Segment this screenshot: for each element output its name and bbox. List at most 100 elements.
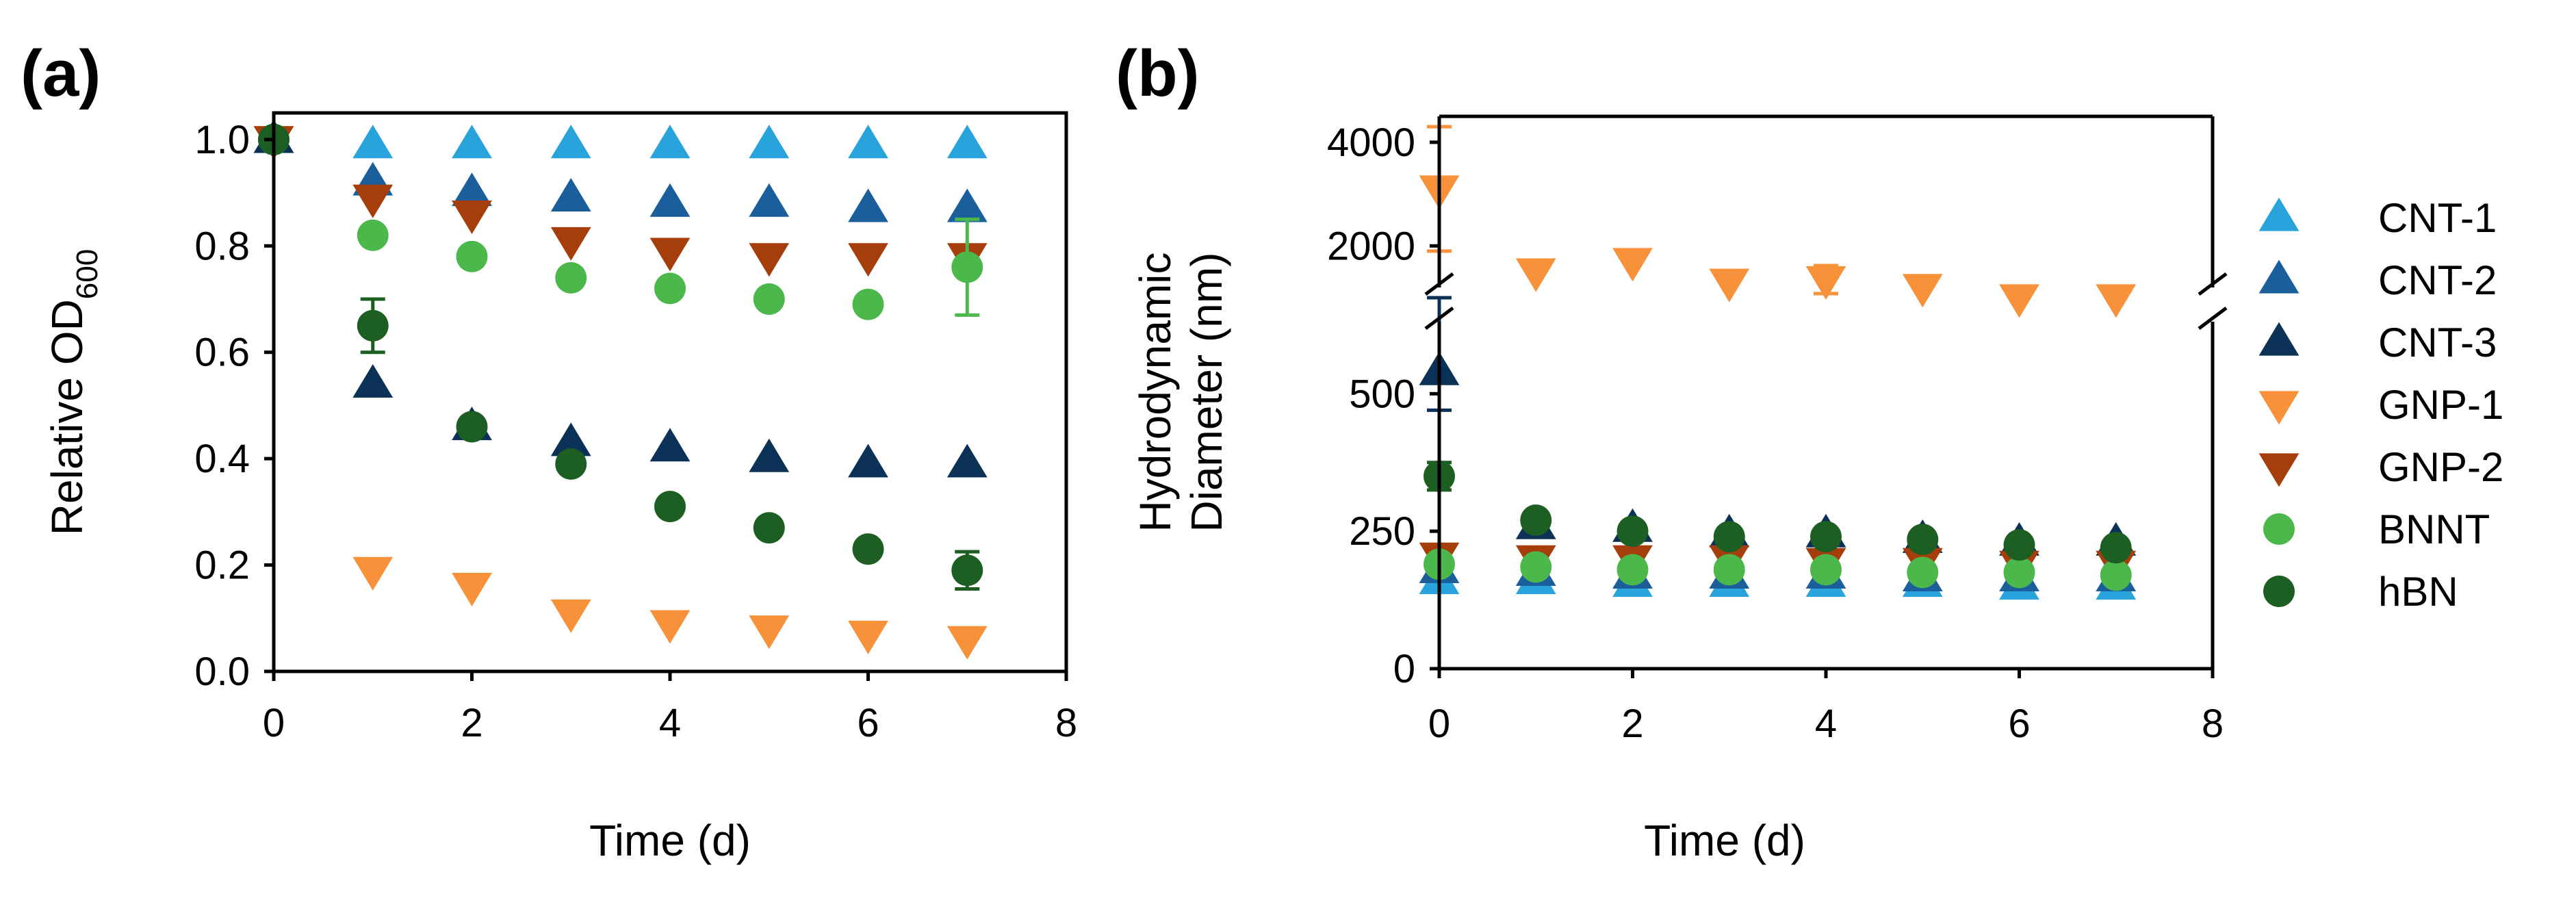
a-gnp-2-point-5 bbox=[749, 243, 790, 277]
b-x-tick-label-8: 8 bbox=[2202, 702, 2224, 746]
legend-label-gnp-1: GNP-1 bbox=[2378, 382, 2503, 428]
panel-b: (b) 0 2 4 6 8 0 250 500 2000 4000 Time (d) Hydro… bbox=[1116, 37, 2503, 865]
a-cnt-1-point-4 bbox=[649, 125, 691, 159]
a-x-tick-label-2: 2 bbox=[461, 701, 482, 745]
legend-item-gnp-2: GNP-2 bbox=[2258, 444, 2503, 490]
a-gnp-2-point-2 bbox=[452, 201, 492, 235]
a-cnt-3-point-3 bbox=[550, 422, 591, 457]
legend-marker-hbn bbox=[2263, 576, 2295, 607]
b-bnnt-point-1 bbox=[1520, 551, 1552, 583]
a-y-tick-label-1.0: 1.0 bbox=[194, 118, 250, 162]
b-axis-break-right-2 bbox=[2198, 307, 2228, 330]
b-y-tick-label-0: 0 bbox=[1393, 647, 1415, 691]
b-gnp-1-point-6 bbox=[1999, 284, 2039, 318]
b-bnnt-point-5 bbox=[1907, 556, 1939, 589]
panel-a-y-ticks: 0.0 0.2 0.4 0.6 0.8 1.0 bbox=[194, 118, 274, 694]
b-bnnt-point-6 bbox=[2003, 556, 2035, 589]
legend-item-cnt-2: CNT-2 bbox=[2258, 257, 2497, 303]
a-cnt-1-point-5 bbox=[749, 125, 790, 159]
b-hbn-point-7 bbox=[2100, 532, 2132, 564]
b-axis-break-right-1 bbox=[2198, 272, 2228, 296]
panel-a-y-axis-title: Relative OD600 bbox=[42, 249, 104, 535]
legend-item-cnt-3: CNT-3 bbox=[2258, 320, 2497, 365]
b-axis-break-left-1 bbox=[1424, 272, 1454, 296]
legend-marker-cnt-1 bbox=[2258, 197, 2300, 231]
b-gnp-1-point-5 bbox=[1902, 274, 1943, 308]
a-x-tick-label-0: 0 bbox=[263, 701, 285, 745]
a-cnt-3-point-5 bbox=[749, 438, 790, 472]
a-gnp-1-point-2 bbox=[452, 573, 492, 607]
a-y-tick-label-0.2: 0.2 bbox=[194, 543, 250, 588]
panel-a-marks bbox=[253, 119, 988, 660]
a-hbn-point-3 bbox=[555, 448, 587, 480]
b-hbn-point-3 bbox=[1713, 521, 1745, 553]
a-bnnt-point-3 bbox=[555, 261, 587, 294]
b-gnp-1-point-4 bbox=[1805, 266, 1846, 300]
legend-label-cnt-3: CNT-3 bbox=[2378, 320, 2497, 365]
legend-item-hbn: hBN bbox=[2263, 569, 2458, 615]
legend-marker-gnp-1 bbox=[2258, 391, 2300, 425]
b-axis-break-left-2 bbox=[1424, 307, 1454, 330]
b-x-tick-label-4: 4 bbox=[1815, 702, 1837, 746]
a-hbn-point-5 bbox=[753, 512, 785, 544]
a-y-tick-label-0.4: 0.4 bbox=[194, 437, 250, 481]
legend-label-gnp-2: GNP-2 bbox=[2378, 444, 2503, 490]
panel-b-label: (b) bbox=[1116, 37, 1200, 110]
b-hbn-point-1 bbox=[1520, 504, 1552, 537]
a-cnt-2-point-3 bbox=[550, 177, 591, 211]
a-y-tick-label-0.8: 0.8 bbox=[194, 224, 250, 268]
legend-item-bnnt: BNNT bbox=[2263, 506, 2490, 552]
b-bnnt-point-3 bbox=[1713, 554, 1745, 586]
a-hbn-point-7 bbox=[951, 554, 983, 587]
panel-b-marks bbox=[1419, 125, 2137, 600]
legend-label-bnnt: BNNT bbox=[2378, 506, 2490, 552]
b-hbn-point-5 bbox=[1907, 524, 1939, 556]
panel-b-plot-frame bbox=[1424, 114, 2228, 671]
a-cnt-3-point-6 bbox=[848, 443, 888, 478]
a-cnt-1-point-3 bbox=[550, 125, 591, 159]
b-gnp-1-point-2 bbox=[1612, 248, 1653, 282]
a-hbn-point-2 bbox=[456, 411, 488, 443]
legend-marker-gnp-2 bbox=[2258, 453, 2300, 487]
a-gnp-1-point-5 bbox=[749, 615, 790, 650]
a-gnp-1-point-4 bbox=[649, 610, 691, 644]
a-bnnt-point-2 bbox=[456, 240, 488, 272]
panel-a-label: (a) bbox=[21, 37, 101, 110]
b-y-tick-label-2000: 2000 bbox=[1327, 224, 1415, 268]
panel-b-y-ticks: 0 250 500 2000 4000 bbox=[1327, 120, 1439, 691]
a-gnp-2-point-4 bbox=[649, 237, 691, 272]
legend-label-hbn: hBN bbox=[2378, 569, 2458, 615]
a-gnp-1-point-6 bbox=[848, 621, 888, 654]
b-gnp-1-point-7 bbox=[2096, 284, 2137, 318]
a-x-tick-label-6: 6 bbox=[857, 701, 879, 745]
b-y-tick-label-500: 500 bbox=[1349, 372, 1415, 416]
a-bnnt-point-7 bbox=[951, 251, 983, 283]
a-cnt-1-point-6 bbox=[848, 125, 888, 159]
a-cnt-1-point-2 bbox=[452, 125, 492, 159]
a-bnnt-point-1 bbox=[357, 219, 389, 251]
legend-item-cnt-1: CNT-1 bbox=[2258, 195, 2497, 241]
legend-marker-cnt-3 bbox=[2258, 322, 2300, 356]
panel-a-y-axis-title-subscript: 600 bbox=[70, 249, 104, 299]
legend-label-cnt-2: CNT-2 bbox=[2378, 257, 2497, 303]
b-x-tick-label-6: 6 bbox=[2008, 702, 2030, 746]
b-hbn-point-6 bbox=[2003, 529, 2035, 561]
panel-b-y-axis-title-line2: Diameter (nm) bbox=[1182, 253, 1231, 532]
b-bnnt-point-7 bbox=[2100, 559, 2132, 591]
a-x-tick-label-8: 8 bbox=[1055, 701, 1077, 745]
a-bnnt-point-4 bbox=[654, 272, 686, 305]
b-bnnt-point-2 bbox=[1617, 554, 1649, 586]
legend-marker-bnnt bbox=[2263, 513, 2295, 545]
a-cnt-2-point-4 bbox=[649, 183, 691, 217]
a-gnp-2-point-3 bbox=[550, 227, 591, 261]
a-bnnt-point-6 bbox=[852, 288, 884, 320]
a-gnp-2-point-1 bbox=[352, 184, 394, 218]
a-y-tick-label-0.6: 0.6 bbox=[194, 331, 250, 375]
b-y-tick-label-4000: 4000 bbox=[1327, 120, 1415, 165]
a-cnt-3-point-7 bbox=[946, 443, 988, 478]
b-hbn-point-2 bbox=[1617, 515, 1649, 548]
b-gnp-1-point-3 bbox=[1709, 268, 1750, 303]
legend: CNT-1 CNT-2 CNT-3 GNP-1 GNP-2 BNNT hBN bbox=[2258, 195, 2503, 615]
a-gnp-2-point-6 bbox=[848, 243, 888, 277]
